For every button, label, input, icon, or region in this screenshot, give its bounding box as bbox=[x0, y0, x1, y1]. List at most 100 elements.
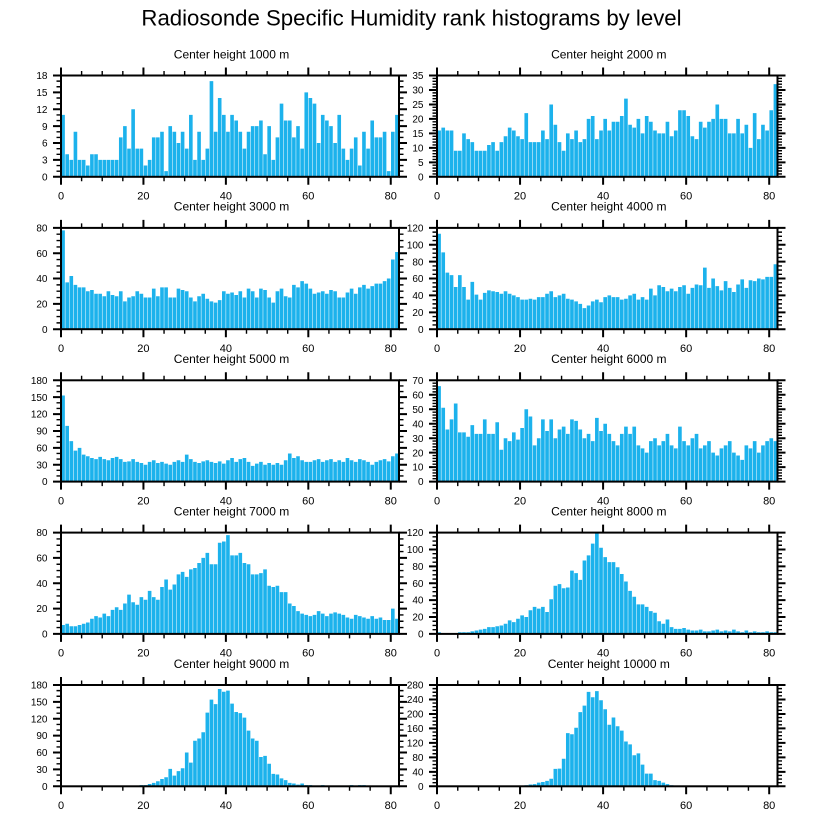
svg-text:Center height 10000 m: Center height 10000 m bbox=[548, 657, 670, 671]
svg-text:Radiosonde Specific Humidity r: Radiosonde Specific Humidity rank histog… bbox=[141, 6, 681, 31]
svg-text:120: 120 bbox=[407, 224, 424, 235]
svg-text:80: 80 bbox=[385, 648, 397, 660]
svg-text:40: 40 bbox=[412, 596, 424, 607]
svg-text:6: 6 bbox=[42, 139, 48, 150]
svg-text:80: 80 bbox=[385, 495, 397, 507]
svg-text:Center height 5000 m: Center height 5000 m bbox=[174, 352, 289, 366]
svg-text:90: 90 bbox=[36, 731, 48, 742]
svg-text:0: 0 bbox=[418, 477, 424, 488]
svg-text:40: 40 bbox=[412, 767, 424, 778]
svg-text:0: 0 bbox=[434, 495, 440, 507]
svg-text:60: 60 bbox=[680, 191, 692, 203]
svg-text:20: 20 bbox=[514, 191, 526, 203]
svg-text:60: 60 bbox=[302, 343, 314, 355]
svg-text:20: 20 bbox=[36, 604, 48, 615]
svg-text:180: 180 bbox=[31, 376, 48, 387]
svg-text:15: 15 bbox=[36, 88, 48, 99]
svg-text:0: 0 bbox=[58, 191, 64, 203]
svg-text:60: 60 bbox=[36, 748, 48, 759]
svg-text:60: 60 bbox=[680, 648, 692, 660]
svg-text:Center height 3000 m: Center height 3000 m bbox=[174, 200, 289, 214]
svg-text:50: 50 bbox=[412, 405, 424, 416]
svg-text:0: 0 bbox=[418, 782, 424, 793]
svg-text:40: 40 bbox=[220, 648, 232, 660]
svg-text:20: 20 bbox=[412, 308, 424, 319]
svg-text:120: 120 bbox=[407, 528, 424, 539]
svg-text:40: 40 bbox=[597, 343, 609, 355]
svg-text:30: 30 bbox=[36, 460, 48, 471]
svg-text:80: 80 bbox=[36, 224, 48, 235]
svg-text:90: 90 bbox=[36, 427, 48, 438]
svg-text:12: 12 bbox=[36, 105, 48, 116]
svg-text:80: 80 bbox=[385, 343, 397, 355]
svg-text:80: 80 bbox=[385, 800, 397, 812]
svg-text:150: 150 bbox=[31, 698, 48, 709]
svg-text:60: 60 bbox=[302, 648, 314, 660]
svg-text:20: 20 bbox=[137, 191, 149, 203]
svg-text:60: 60 bbox=[302, 800, 314, 812]
svg-text:160: 160 bbox=[407, 724, 424, 735]
svg-text:Center height 6000 m: Center height 6000 m bbox=[551, 352, 666, 366]
svg-text:30: 30 bbox=[412, 434, 424, 445]
svg-text:0: 0 bbox=[434, 191, 440, 203]
svg-text:20: 20 bbox=[36, 300, 48, 311]
svg-text:20: 20 bbox=[137, 343, 149, 355]
svg-text:0: 0 bbox=[58, 648, 64, 660]
svg-text:0: 0 bbox=[42, 325, 48, 336]
svg-text:40: 40 bbox=[597, 800, 609, 812]
svg-text:0: 0 bbox=[434, 343, 440, 355]
svg-text:9: 9 bbox=[42, 122, 48, 133]
svg-text:80: 80 bbox=[763, 648, 775, 660]
svg-text:Center height 4000 m: Center height 4000 m bbox=[551, 200, 666, 214]
svg-text:100: 100 bbox=[407, 545, 424, 556]
svg-text:60: 60 bbox=[36, 554, 48, 565]
svg-text:0: 0 bbox=[58, 495, 64, 507]
svg-text:10: 10 bbox=[412, 144, 424, 155]
svg-text:40: 40 bbox=[597, 495, 609, 507]
svg-text:18: 18 bbox=[36, 71, 48, 82]
svg-text:30: 30 bbox=[412, 86, 424, 97]
svg-text:0: 0 bbox=[58, 800, 64, 812]
svg-text:60: 60 bbox=[680, 495, 692, 507]
svg-text:60: 60 bbox=[412, 579, 424, 590]
svg-text:5: 5 bbox=[418, 158, 424, 169]
svg-text:60: 60 bbox=[302, 191, 314, 203]
svg-text:0: 0 bbox=[42, 630, 48, 641]
svg-text:120: 120 bbox=[407, 739, 424, 750]
svg-text:180: 180 bbox=[31, 681, 48, 692]
svg-text:60: 60 bbox=[412, 390, 424, 401]
svg-text:60: 60 bbox=[680, 800, 692, 812]
svg-text:200: 200 bbox=[407, 710, 424, 721]
svg-text:20: 20 bbox=[514, 343, 526, 355]
svg-text:0: 0 bbox=[42, 782, 48, 793]
svg-text:120: 120 bbox=[31, 410, 48, 421]
svg-text:Center height 7000 m: Center height 7000 m bbox=[174, 504, 289, 518]
svg-text:35: 35 bbox=[412, 71, 424, 82]
svg-text:15: 15 bbox=[412, 129, 424, 140]
svg-text:25: 25 bbox=[412, 100, 424, 111]
svg-text:Center height 2000 m: Center height 2000 m bbox=[551, 47, 666, 61]
svg-text:60: 60 bbox=[680, 343, 692, 355]
svg-text:Center height 8000 m: Center height 8000 m bbox=[551, 504, 666, 518]
svg-text:80: 80 bbox=[412, 257, 424, 268]
svg-text:80: 80 bbox=[763, 800, 775, 812]
svg-text:20: 20 bbox=[514, 800, 526, 812]
svg-text:0: 0 bbox=[434, 648, 440, 660]
svg-text:20: 20 bbox=[412, 115, 424, 126]
svg-text:0: 0 bbox=[418, 325, 424, 336]
svg-text:80: 80 bbox=[412, 562, 424, 573]
svg-text:20: 20 bbox=[137, 495, 149, 507]
svg-text:0: 0 bbox=[418, 172, 424, 183]
svg-text:0: 0 bbox=[42, 477, 48, 488]
svg-text:80: 80 bbox=[385, 191, 397, 203]
svg-text:60: 60 bbox=[302, 495, 314, 507]
svg-text:40: 40 bbox=[220, 800, 232, 812]
svg-text:280: 280 bbox=[407, 681, 424, 692]
svg-text:150: 150 bbox=[31, 393, 48, 404]
svg-text:40: 40 bbox=[220, 191, 232, 203]
svg-text:80: 80 bbox=[763, 191, 775, 203]
svg-text:0: 0 bbox=[42, 172, 48, 183]
svg-text:80: 80 bbox=[763, 343, 775, 355]
svg-text:20: 20 bbox=[137, 800, 149, 812]
svg-text:20: 20 bbox=[137, 648, 149, 660]
